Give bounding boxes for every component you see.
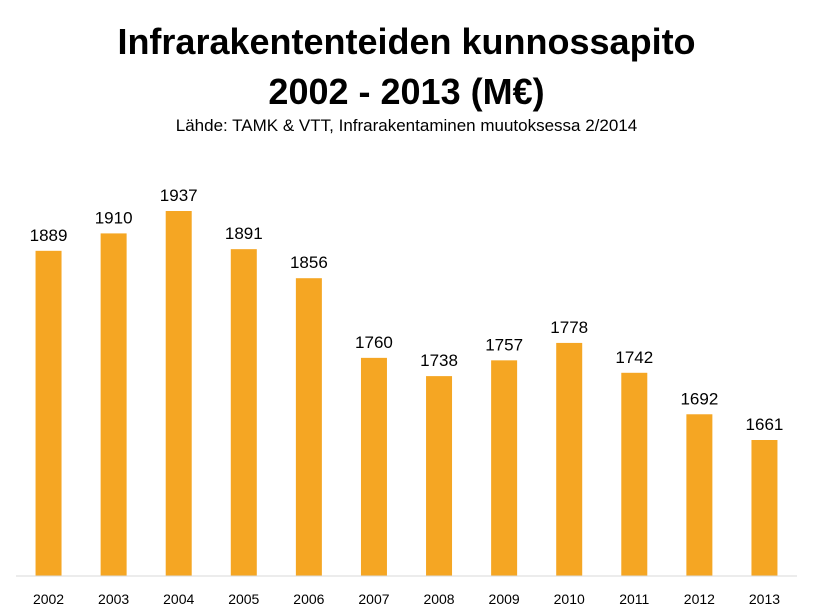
x-tick-2005: 2005 — [228, 591, 259, 607]
chart-subtitle: Lähde: TAMK & VTT, Infrarakentaminen muu… — [175, 116, 638, 135]
bar-2002 — [35, 250, 62, 576]
data-labels: 1889 1910 1937 1891 1856 1760 1738 1757 1778 1742… — [30, 186, 784, 434]
bar-2010 — [556, 342, 583, 576]
bar-2005 — [230, 249, 257, 576]
x-tick-2012: 2012 — [684, 591, 715, 607]
bar-2008 — [426, 376, 453, 576]
data-label-2010: 1778 — [550, 318, 588, 337]
bar-2009 — [491, 360, 518, 576]
chart-title-line2: 2002 - 2013 (M€) — [268, 71, 545, 112]
x-tick-2007: 2007 — [358, 591, 389, 607]
data-label-2011: 1742 — [615, 348, 653, 367]
x-tick-labels: 2002 2003 2004 2005 2006 2007 2008 2009 2010 2011… — [33, 591, 780, 607]
data-label-2003: 1910 — [95, 208, 133, 227]
x-tick-2002: 2002 — [33, 591, 64, 607]
data-label-2009: 1757 — [485, 335, 523, 354]
bar-2003 — [100, 233, 127, 577]
x-tick-2009: 2009 — [489, 591, 520, 607]
data-label-2005: 1891 — [225, 224, 263, 243]
data-label-2002: 1889 — [30, 226, 68, 245]
x-tick-2006: 2006 — [293, 591, 324, 607]
x-tick-2004: 2004 — [163, 591, 194, 607]
data-label-2007: 1760 — [355, 333, 393, 352]
bar-2004 — [165, 211, 192, 576]
x-tick-2008: 2008 — [423, 591, 454, 607]
bars-group — [35, 211, 778, 577]
data-label-2004: 1937 — [160, 186, 198, 205]
bar-2011 — [621, 372, 648, 576]
chart-title: Infrarakententeiden kunnossapito — [117, 21, 696, 62]
data-label-2012: 1692 — [680, 389, 718, 408]
bar-2006 — [295, 278, 322, 576]
bar-2013 — [751, 440, 778, 576]
data-label-2013: 1661 — [746, 415, 784, 434]
bar-2007 — [360, 357, 387, 576]
x-tick-2013: 2013 — [749, 591, 780, 607]
data-label-2006: 1856 — [290, 253, 328, 272]
x-tick-2011: 2011 — [619, 591, 649, 607]
data-label-2008: 1738 — [420, 351, 458, 370]
bar-2012 — [686, 414, 713, 576]
x-tick-2003: 2003 — [98, 591, 129, 607]
x-tick-2010: 2010 — [554, 591, 585, 607]
